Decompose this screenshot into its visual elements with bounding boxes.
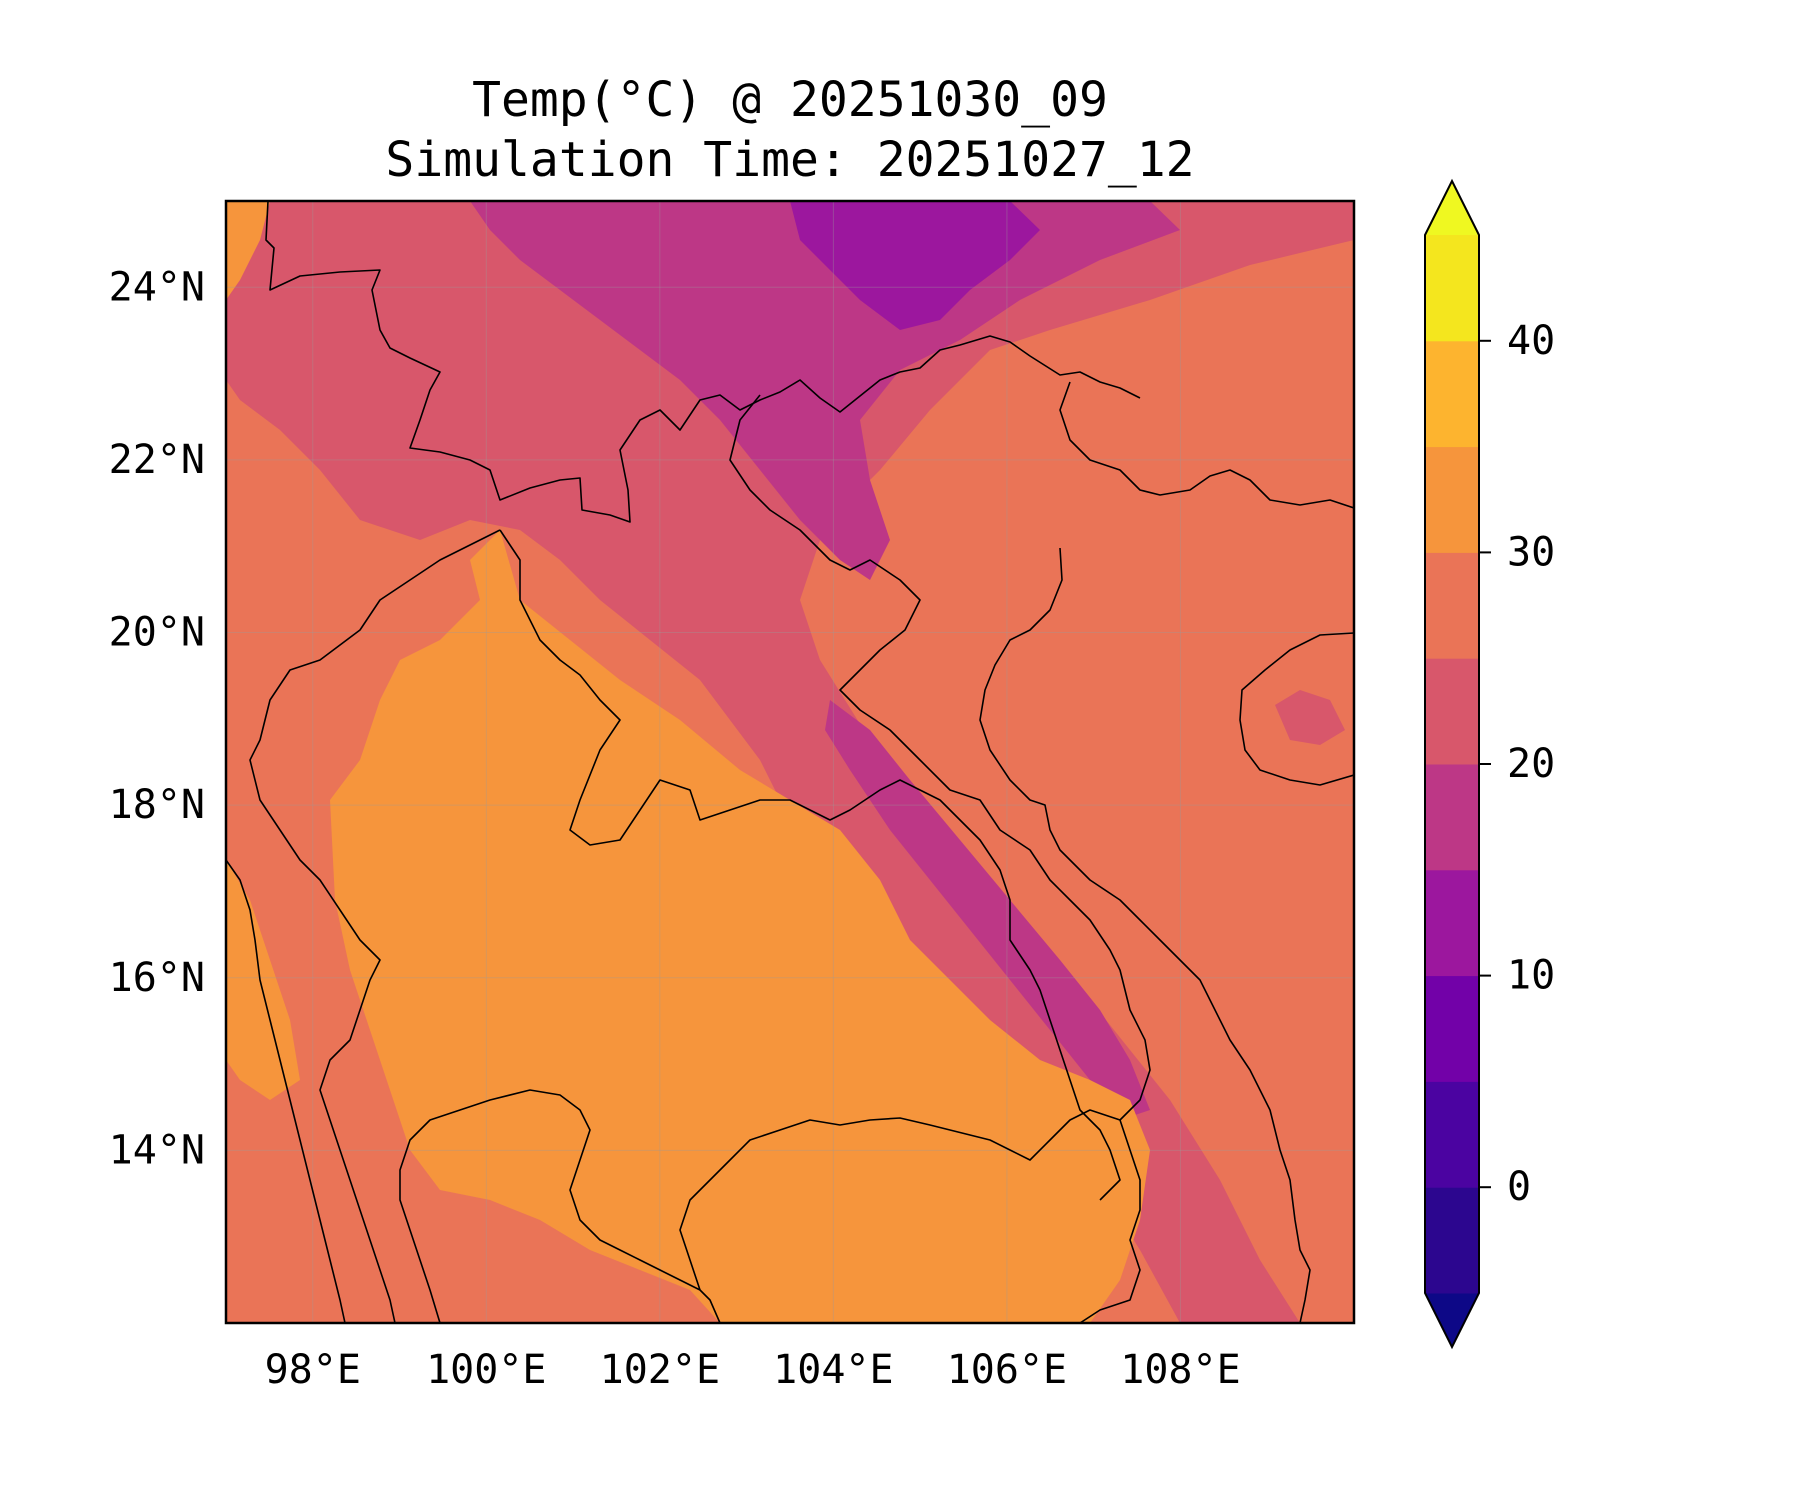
- coast-tenasserim: [226, 859, 346, 1323]
- lon-tick-label: 104°E: [773, 1347, 893, 1393]
- gridlines: [226, 201, 1354, 1323]
- colorbar-tick-label: 20: [1507, 741, 1555, 787]
- colorbar-segment: [1425, 764, 1479, 871]
- border-vietnam-china: [1059, 381, 1354, 509]
- colorbar-segment: [1425, 1187, 1479, 1294]
- colorbar-extend-high: [1425, 181, 1479, 235]
- coast-gulf-of-tonkin: [979, 547, 1311, 1323]
- lon-tick-label: 100°E: [426, 1347, 546, 1393]
- colorbar-outline: [1424, 178, 1480, 1350]
- lat-axis: 24°N 22°N 20°N 18°N 16°N 14°N: [109, 264, 205, 1173]
- colorbar-segment: [1425, 975, 1479, 1082]
- map-subtitle: Simulation Time: 20251027_12: [385, 132, 1195, 188]
- colorbar-segment: [1425, 658, 1479, 765]
- lat-tick-label: 20°N: [109, 610, 205, 656]
- border-thailand-laos: [499, 529, 1121, 1201]
- temperature-field: [226, 201, 1354, 1323]
- colorbar-segment: [1425, 552, 1479, 659]
- field-cool-hainan: [1275, 690, 1345, 745]
- border-laos-vietnam: [729, 394, 1151, 1121]
- map-title: Temp(°C) @ 20251030_09: [472, 72, 1108, 128]
- border-myanmar-thailand: [249, 529, 501, 1323]
- lat-tick-label: 14°N: [109, 1127, 205, 1173]
- coast-hainan: [1239, 632, 1354, 786]
- field-warm-northwest: [226, 201, 270, 300]
- field-warm-west: [226, 860, 300, 1100]
- colorbar-tick-label: 30: [1507, 529, 1555, 575]
- colorbar-tick-label: 40: [1507, 318, 1555, 364]
- colorbar-segment: [1425, 1081, 1479, 1188]
- map-frame: [224, 199, 1356, 1325]
- lon-tick-label: 108°E: [1120, 1347, 1240, 1393]
- lat-tick-label: 24°N: [109, 264, 205, 310]
- colorbar-extend-low: [1425, 1293, 1479, 1347]
- coast-gulf-of-thailand: [399, 1089, 721, 1323]
- colorbar-segment: [1425, 235, 1479, 342]
- lon-axis: 98°E 100°E 102°E 104°E 106°E 108°E: [265, 1347, 1241, 1393]
- lat-tick-label: 18°N: [109, 782, 205, 828]
- lat-tick-label: 16°N: [109, 955, 205, 1001]
- border-china-myanmar: [265, 201, 1141, 523]
- field-cold-north: [470, 201, 1180, 580]
- field-coldest-north: [790, 201, 1040, 330]
- lon-tick-label: 106°E: [947, 1347, 1067, 1393]
- lon-tick-label: 98°E: [265, 1347, 361, 1393]
- lat-tick-label: 22°N: [109, 437, 205, 483]
- field-warm-central: [330, 530, 1150, 1323]
- border-cambodia: [679, 1109, 1141, 1323]
- boundaries: [226, 201, 1354, 1323]
- colorbar-segment: [1425, 869, 1479, 977]
- field-cool-annamite: [825, 700, 1150, 1120]
- colorbar-tick-label: 10: [1507, 953, 1555, 999]
- colorbar: 0 10 20 30 40: [1424, 178, 1555, 1350]
- colorbar-segment: [1425, 446, 1479, 553]
- colorbar-tick-label: 0: [1507, 1164, 1531, 1210]
- lon-tick-label: 102°E: [600, 1347, 720, 1393]
- colorbar-segment: [1425, 340, 1479, 448]
